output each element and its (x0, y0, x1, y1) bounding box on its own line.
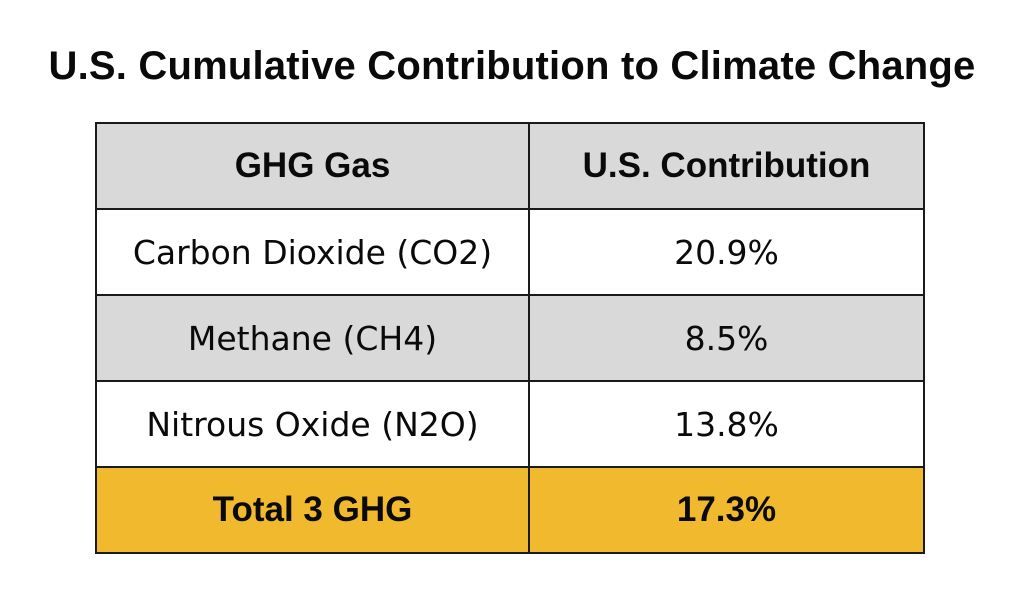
table-header-row: GHG Gas U.S. Contribution (95, 122, 925, 210)
total-row: Total 3 GHG 17.3% (95, 466, 925, 554)
contribution-cell: 13.8% (528, 380, 925, 468)
column-header-gas: GHG Gas (95, 122, 530, 210)
table-row: Carbon Dioxide (CO2) 20.9% (95, 208, 925, 296)
chart-title: U.S. Cumulative Contribution to Climate … (48, 44, 976, 88)
contribution-cell: 8.5% (528, 294, 925, 382)
table-row: Methane (CH4) 8.5% (95, 294, 925, 382)
total-label-cell: Total 3 GHG (95, 466, 530, 554)
column-header-contribution: U.S. Contribution (528, 122, 925, 210)
table-row: Nitrous Oxide (N2O) 13.8% (95, 380, 925, 468)
total-value-cell: 17.3% (528, 466, 925, 554)
ghg-contribution-table: GHG Gas U.S. Contribution Carbon Dioxide… (95, 122, 925, 554)
contribution-cell: 20.9% (528, 208, 925, 296)
gas-cell: Nitrous Oxide (N2O) (95, 380, 530, 468)
gas-cell: Methane (CH4) (95, 294, 530, 382)
gas-cell: Carbon Dioxide (CO2) (95, 208, 530, 296)
